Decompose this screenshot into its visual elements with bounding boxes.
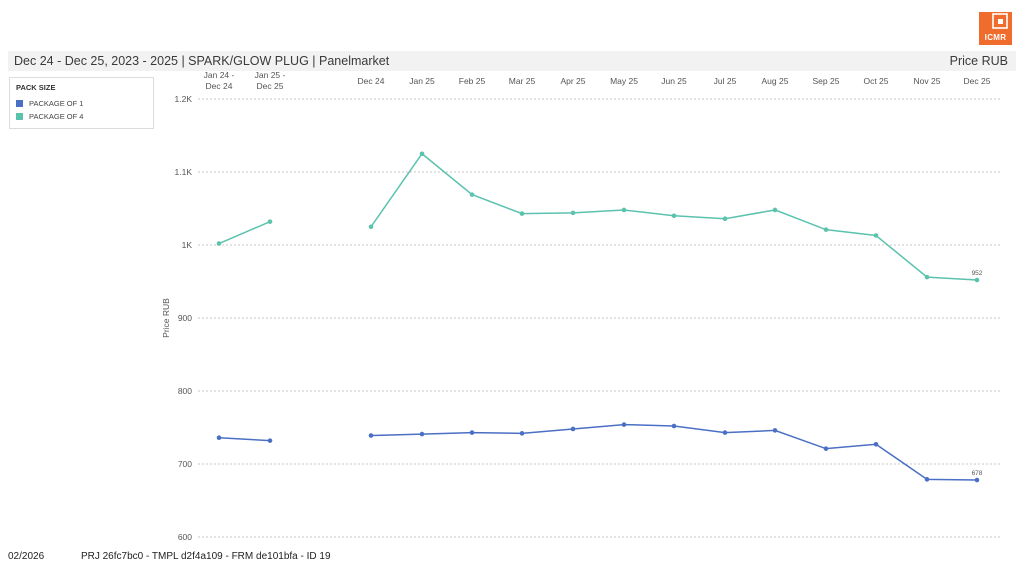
x-tick-label: Jan 25 - xyxy=(255,70,286,80)
icmr-logo: ICMR xyxy=(979,12,1012,45)
footer: 02/2026 PRJ 26fc7bc0 - TMPL d2f4a109 - F… xyxy=(8,551,331,562)
report-title-bar: Dec 24 - Dec 25, 2023 - 2025 | SPARK/GLO… xyxy=(8,51,1016,71)
data-point xyxy=(621,422,627,427)
x-tick-label: Feb 25 xyxy=(459,76,486,86)
data-point xyxy=(419,431,425,437)
series-line xyxy=(218,220,271,245)
logo-mark-icon xyxy=(992,13,1008,29)
data-point xyxy=(570,426,576,432)
data-point xyxy=(368,224,374,230)
x-tick-label: Dec 25 xyxy=(964,76,991,86)
legend-swatch-package-of-4 xyxy=(16,112,23,120)
data-point xyxy=(267,438,273,443)
data-label: 952 xyxy=(972,270,983,277)
data-point xyxy=(570,210,576,216)
data-point xyxy=(873,233,879,238)
legend-title: PACK SIZE xyxy=(16,83,56,92)
x-tick-label: Jun 25 xyxy=(661,76,687,86)
y-tick-label: 1.1K xyxy=(175,167,193,177)
x-tick-label: Jul 25 xyxy=(714,76,737,86)
x-tick-label: Dec 24 xyxy=(206,81,233,91)
data-point xyxy=(924,274,930,280)
data-point xyxy=(974,477,980,483)
y-tick-label: 800 xyxy=(178,386,192,396)
x-tick-label: Sep 25 xyxy=(813,76,840,86)
data-point xyxy=(671,423,677,429)
x-tick-label: Nov 25 xyxy=(914,76,941,86)
footer-date: 02/2026 xyxy=(8,551,45,562)
y-tick-label: 900 xyxy=(178,313,192,323)
unit-label: Price RUB xyxy=(949,54,1008,68)
data-point xyxy=(469,430,475,435)
data-point xyxy=(924,477,930,482)
data-point xyxy=(823,227,829,232)
data-point xyxy=(216,241,222,246)
legend-item-package-of-4[interactable]: PACKAGE OF 4 xyxy=(16,111,83,121)
series-line xyxy=(218,436,271,442)
data-point xyxy=(823,446,829,451)
data-point xyxy=(368,433,374,438)
y-tick-label: 700 xyxy=(178,459,192,469)
y-tick-label: 1.2K xyxy=(175,94,193,104)
data-point xyxy=(722,216,728,222)
x-tick-label: Jan 24 - xyxy=(204,70,235,80)
data-point xyxy=(772,207,778,213)
data-point xyxy=(873,441,879,447)
legend-label: PACKAGE OF 4 xyxy=(29,111,84,121)
legend-item-package-of-1[interactable]: PACKAGE OF 1 xyxy=(16,98,83,108)
data-point xyxy=(772,428,778,433)
x-tick-label: Apr 25 xyxy=(560,76,585,86)
x-tick-label: Dec 25 xyxy=(257,81,284,91)
data-point xyxy=(671,213,677,219)
logo-text: ICMR xyxy=(984,33,1007,42)
footer-code: PRJ 26fc7bc0 - TMPL d2f4a109 - FRM de101… xyxy=(80,551,331,562)
data-point xyxy=(419,151,425,157)
data-point xyxy=(469,192,475,197)
y-tick-label: 600 xyxy=(178,532,192,542)
x-tick-label: Mar 25 xyxy=(509,76,536,86)
data-point xyxy=(267,219,273,224)
data-point xyxy=(519,431,525,436)
chart-legend: PACK SIZE PACKAGE OF 1 PACKAGE OF 4 xyxy=(9,77,154,129)
data-point xyxy=(519,211,525,216)
x-tick-label: Aug 25 xyxy=(762,76,789,86)
legend-swatch-package-of-1 xyxy=(16,99,23,107)
data-label: 678 xyxy=(972,470,983,477)
x-tick-label: May 25 xyxy=(610,76,638,86)
data-point xyxy=(722,430,728,435)
data-point xyxy=(621,207,627,213)
x-tick-label: Dec 24 xyxy=(358,76,385,86)
series-line xyxy=(370,423,978,481)
x-tick-label: Oct 25 xyxy=(863,76,888,86)
y-tick-label: 1K xyxy=(182,240,193,250)
y-axis-title: Price RUB xyxy=(161,298,171,338)
data-point xyxy=(974,277,980,283)
x-tick-label: Jan 25 xyxy=(409,76,435,86)
legend-label: PACKAGE OF 1 xyxy=(29,98,84,108)
data-point xyxy=(216,435,222,441)
report-title: Dec 24 - Dec 25, 2023 - 2025 | SPARK/GLO… xyxy=(14,54,390,68)
